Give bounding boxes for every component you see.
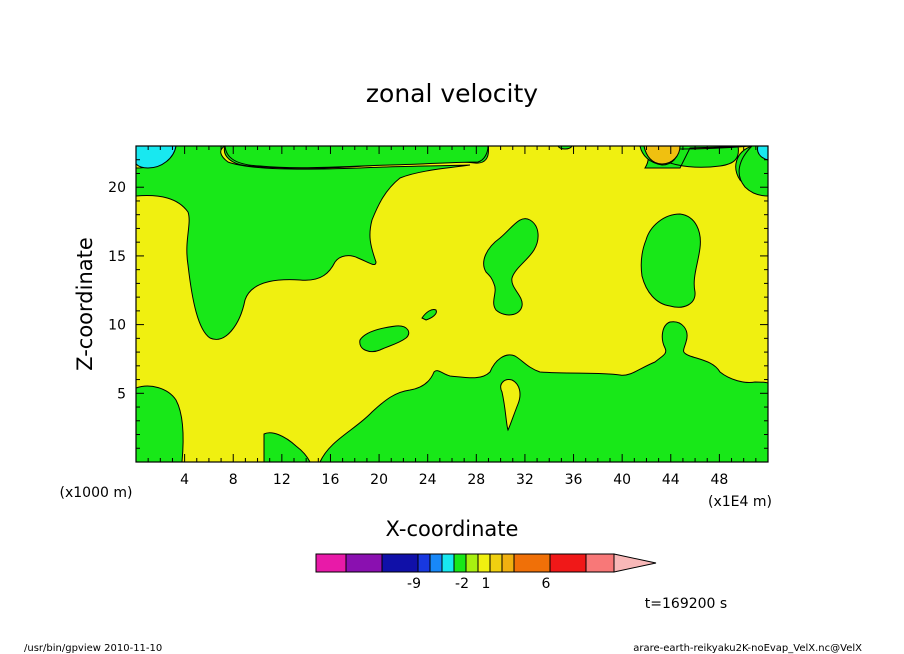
colorbar-label: -2 — [455, 576, 469, 592]
colorbar-swatch — [489, 553, 503, 573]
x-unit-note: (x1E4 m) — [708, 494, 772, 510]
y-tick-label: 20 — [108, 180, 126, 196]
colorbar-swatch — [441, 553, 455, 573]
chart-title: zonal velocity — [366, 79, 538, 108]
colorbar-swatch — [315, 553, 347, 573]
colorbar-swatch — [549, 553, 587, 573]
colorbar-label: -9 — [407, 576, 421, 592]
contour-region-left-plume — [135, 145, 471, 340]
contour-region-inner-drop — [500, 379, 521, 432]
colorbar-swatch — [513, 553, 551, 573]
time-label: t=169200 s — [645, 596, 727, 612]
x-tick-label: 40 — [613, 472, 631, 488]
contour-region-cyan-left — [135, 145, 177, 169]
colorbar-swatch — [477, 553, 491, 573]
x-tick-label: 16 — [322, 472, 340, 488]
contour-region-bottom-left — [135, 385, 184, 463]
y-tick-label: 10 — [108, 318, 126, 334]
contour-region-bottom-notch — [263, 432, 311, 463]
x-tick-label: 32 — [516, 472, 534, 488]
contour-region-right-blob — [640, 213, 701, 308]
colorbar-swatch — [417, 553, 431, 573]
colorbar: -9 -2 1 6 — [315, 553, 657, 592]
colorbar-swatch — [429, 553, 443, 573]
y-axis-label: Z-coordinate — [73, 237, 97, 371]
colorbar-label: 6 — [542, 576, 551, 592]
colorbar-swatch — [465, 553, 479, 573]
contour-region-top-band — [136, 145, 769, 197]
x-tick-label: 48 — [710, 472, 728, 488]
colorbar-swatch — [453, 553, 467, 573]
y-tick-label: 15 — [108, 249, 126, 265]
x-tick-label: 8 — [229, 472, 238, 488]
x-tick-label: 28 — [467, 472, 485, 488]
colorbar-swatch — [345, 553, 383, 573]
y-ticks: 5 10 15 20 — [108, 145, 768, 463]
x-tick-label: 12 — [273, 472, 291, 488]
x-axis-label: X-coordinate — [386, 517, 519, 541]
contour-region-bottom-right — [319, 321, 769, 463]
x-tick-label: 44 — [662, 472, 680, 488]
x-tick-label: 36 — [565, 472, 583, 488]
contour-region-mid-small-blob — [421, 309, 437, 321]
colorbar-arrow — [613, 553, 657, 573]
y-tick-label: 5 — [117, 386, 126, 402]
x-ticks: 4 8 12 16 20 24 28 32 36 40 44 48 — [135, 146, 769, 488]
footer-left: /usr/bin/gpview 2010-11-10 — [24, 643, 162, 654]
x-tick-label: 4 — [180, 472, 189, 488]
x-tick-label: 20 — [370, 472, 388, 488]
colorbar-swatch — [381, 553, 419, 573]
contour-region-center-blob — [483, 218, 539, 316]
colorbar-label: 1 — [482, 576, 491, 592]
footer-right: arare-earth-reikyaku2K-noEvap_VelX.nc@Ve… — [633, 643, 862, 654]
contour-region-mid-left-blob — [359, 325, 410, 353]
colorbar-swatch — [501, 553, 515, 573]
x-tick-label: 24 — [419, 472, 437, 488]
colorbar-swatch — [585, 553, 615, 573]
y-unit-note: (x1000 m) — [60, 485, 133, 501]
